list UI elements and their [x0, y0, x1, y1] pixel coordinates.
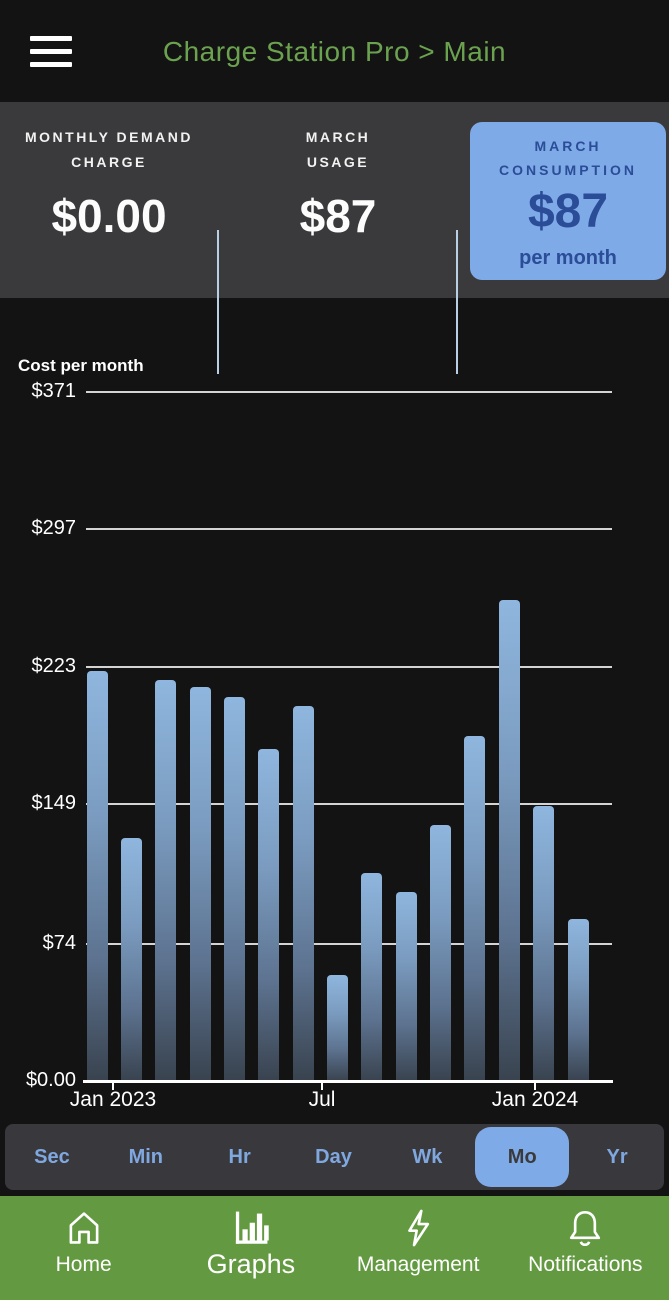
- stats-bar: MONTHLY DEMAND CHARGE $0.00 MARCH USAGE …: [0, 102, 669, 374]
- chart-bar: [223, 696, 245, 1081]
- chart-bar: [292, 705, 314, 1081]
- y-axis-label: $74: [42, 931, 76, 954]
- stat-label-line1: MONTHLY DEMAND: [24, 129, 193, 145]
- nav-label: Notifications: [528, 1253, 643, 1276]
- chart-bar: [86, 670, 108, 1081]
- nav-item-home[interactable]: Home: [0, 1196, 167, 1300]
- chart-bar: [189, 687, 211, 1081]
- gridline: [86, 942, 612, 945]
- stat-march-usage: MARCH USAGE $87: [219, 102, 457, 298]
- y-axis-label: $149: [31, 792, 77, 815]
- y-axis-label: $223: [31, 654, 77, 677]
- chart-bar: [567, 919, 589, 1081]
- home-icon: [61, 1205, 107, 1251]
- time-range-option-hr[interactable]: Hr: [228, 1145, 251, 1168]
- chart-bar: [430, 824, 452, 1081]
- y-axis-label: $297: [31, 517, 77, 540]
- stat-label-line2: CHARGE: [71, 154, 147, 170]
- chart-bar: [327, 975, 349, 1081]
- chart-bar: [258, 748, 280, 1081]
- nav-label: Home: [55, 1253, 112, 1276]
- page-title: Charge Station Pro > Main: [162, 36, 507, 67]
- stat-label-line2: USAGE: [306, 154, 370, 170]
- nav-item-graphs[interactable]: Graphs: [167, 1196, 334, 1300]
- gridline: [86, 528, 612, 531]
- nav-label: Graphs: [206, 1249, 296, 1279]
- nav-item-management[interactable]: Management: [335, 1196, 502, 1300]
- time-range-option-sec[interactable]: Sec: [34, 1145, 70, 1168]
- time-range-option-min[interactable]: Min: [128, 1145, 163, 1168]
- stat-label-line1: MARCH: [534, 138, 602, 154]
- stats-divider: [456, 230, 458, 374]
- gridline: [86, 391, 612, 393]
- x-axis-label: Jan 2024: [491, 1088, 579, 1111]
- x-axis-label: Jan 2023: [69, 1088, 157, 1111]
- stat-label-line1: MARCH: [305, 129, 371, 145]
- stat-label-line2: CONSUMPTION: [499, 162, 637, 178]
- x-axis-line: [83, 1080, 613, 1083]
- time-range-option-mo[interactable]: Mo: [475, 1127, 570, 1187]
- bottom-nav: Home Graphs Management: [0, 1196, 669, 1300]
- gridline: [86, 665, 612, 668]
- time-range-option-day[interactable]: Day: [315, 1145, 352, 1168]
- y-axis-label: $371: [31, 380, 77, 402]
- chart-bar: [395, 891, 417, 1081]
- chart-bar: [533, 806, 555, 1081]
- x-axis-tick: [112, 1081, 114, 1090]
- lightning-icon: [395, 1205, 441, 1251]
- nav-label: Management: [356, 1253, 480, 1276]
- y-axis-label: $0.00: [25, 1069, 76, 1091]
- x-axis-tick: [321, 1081, 323, 1090]
- header: Charge Station Pro > Main: [0, 0, 669, 102]
- chart-bar: [498, 600, 520, 1081]
- chart-bar: [120, 837, 142, 1081]
- time-range-selector: Sec Min Hr Day Wk Mo Yr: [5, 1124, 664, 1190]
- time-range-option-yr[interactable]: Yr: [606, 1145, 628, 1168]
- x-axis-label: Jul: [308, 1088, 336, 1111]
- stat-march-consumption-card[interactable]: MARCH CONSUMPTION $87 per month: [470, 122, 666, 280]
- stat-value: $0.00: [51, 190, 167, 242]
- chart-title: Cost per month: [18, 356, 144, 375]
- menu-icon[interactable]: [30, 36, 72, 67]
- gridline: [86, 803, 612, 806]
- x-axis-tick: [534, 1081, 536, 1090]
- chart-bar: [464, 735, 486, 1081]
- bell-icon: [562, 1205, 608, 1251]
- chart-bar: [361, 873, 383, 1081]
- stats-divider: [217, 230, 219, 374]
- nav-item-notifications[interactable]: Notifications: [502, 1196, 669, 1300]
- stat-value: $87: [527, 185, 609, 238]
- stat-monthly-demand-charge: MONTHLY DEMAND CHARGE $0.00: [0, 102, 218, 298]
- bar-chart-icon: [228, 1205, 274, 1251]
- stat-value: $87: [299, 190, 377, 242]
- stat-sublabel: per month: [519, 247, 617, 269]
- chart-bar: [155, 679, 177, 1081]
- time-range-option-wk[interactable]: Wk: [412, 1145, 443, 1168]
